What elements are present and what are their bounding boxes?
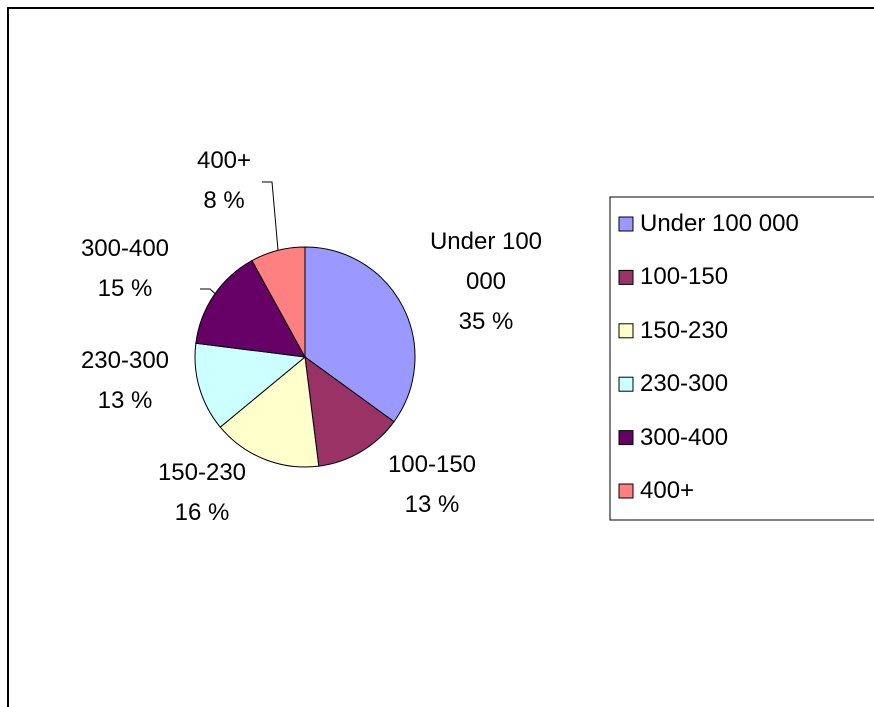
legend-label: 300-400: [640, 423, 729, 451]
data-label: 100-150 13 %: [352, 445, 512, 525]
legend-box: [609, 196, 874, 521]
pie-slice: [219, 356, 320, 468]
data-label-value: 8 %: [203, 187, 245, 214]
pie-slice: [194, 342, 307, 428]
legend-swatch: [618, 376, 634, 392]
data-label-value: 15 %: [97, 275, 153, 302]
data-label-category: 400+: [196, 147, 252, 174]
legend-label: 400+: [640, 477, 695, 504]
chart-frame: [7, 7, 874, 707]
pie-slice: [304, 355, 395, 467]
pie-slice: [304, 246, 416, 423]
legend-swatch: [618, 216, 634, 232]
data-label: 400+ 8 %: [144, 141, 304, 221]
legend-label: 150-230: [640, 316, 729, 344]
data-label-category: 300-400: [80, 235, 170, 262]
data-label-category: Under 100 000: [429, 228, 543, 295]
data-label-category: 150-230: [157, 459, 247, 486]
legend-swatch: [618, 323, 634, 339]
legend-label: 230-300: [640, 370, 729, 398]
pie-slice: [195, 259, 306, 358]
data-label-category: 230-300: [80, 347, 170, 374]
data-label: 230-300 13 %: [45, 341, 205, 421]
legend-swatch: [618, 269, 634, 285]
data-label-value: 35 %: [458, 308, 514, 335]
legend-label: 100-150: [640, 263, 729, 291]
legend-label: Under 100 000: [640, 210, 799, 237]
data-label: Under 100 000 35 %: [411, 222, 561, 342]
data-label: 150-230 16 %: [122, 453, 282, 533]
data-label-category: 100-150: [387, 451, 477, 478]
data-label: 300-400 15 %: [45, 229, 205, 309]
leader-line: [262, 181, 279, 251]
data-label-value: 13 %: [404, 491, 460, 518]
legend-swatch: [618, 483, 634, 499]
data-label-value: 16 %: [174, 499, 230, 526]
data-label-value: 13 %: [97, 387, 153, 414]
pie-slice: [251, 246, 306, 358]
legend-swatch: [618, 430, 634, 446]
